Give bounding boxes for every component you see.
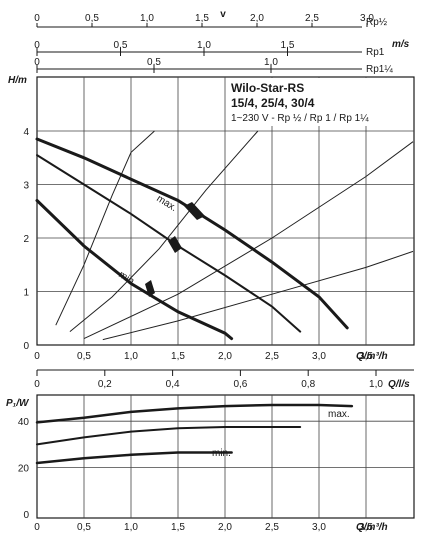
power-x-tick-label: 3,0 <box>312 522 326 533</box>
title-box <box>226 78 413 126</box>
system-curve-1 <box>69 130 259 332</box>
max-marker-icon <box>184 202 205 220</box>
power-x-tick-label: 1,0 <box>124 522 138 533</box>
power-x-tick-label: 0,5 <box>77 522 91 533</box>
velocity-tick-label: 0,5 <box>85 13 99 24</box>
velocity-tick-label: 3,0 <box>360 13 374 24</box>
power-x-tick-label: 2,0 <box>218 522 232 533</box>
velocity-tick-label: 1,0 <box>264 57 278 68</box>
power-max-label: max. <box>328 409 350 420</box>
velocity-scale-label: Rp1¼ <box>366 63 393 75</box>
power-y-tick-label: 20 <box>18 464 30 475</box>
head-x-tick-label: 2,0 <box>218 351 232 362</box>
head-y-tick-label: 2 <box>23 234 29 245</box>
power-x-tick-label: 2,5 <box>265 522 279 533</box>
velocity-tick-label: 2,0 <box>250 13 264 24</box>
velocity-title: v <box>220 9 226 20</box>
velocity-tick-label: 1,0 <box>140 13 154 24</box>
head-y-tick-label: 0 <box>23 341 29 352</box>
velocity-scale-label: Rp½ <box>366 17 388 28</box>
power-y-axis-label: P₁/W <box>6 398 30 409</box>
power-x-axis-label: Q/m³/h <box>356 522 388 533</box>
power-y-tick-label: 0 <box>23 510 29 521</box>
head-x-tick-label: 1,5 <box>171 351 185 362</box>
velocity-tick-label: 0 <box>34 40 40 51</box>
power-plot-frame <box>36 394 415 519</box>
min-marker-icon <box>145 280 155 297</box>
chart-title: Wilo-Star-RS <box>231 81 304 95</box>
system-curve-0 <box>55 130 155 326</box>
power-min-label: min. <box>212 448 231 459</box>
flow-ls-label: Q/l/s <box>388 379 410 390</box>
head-x-tick-label: 2,5 <box>265 351 279 362</box>
system-curve-3 <box>102 250 414 341</box>
flow-ls-tick-label: 0,6 <box>233 379 247 390</box>
system-curve-2 <box>83 141 414 340</box>
velocity-tick-label: 1,5 <box>195 13 209 24</box>
head-x-tick-label: 1,0 <box>124 351 138 362</box>
power-curve-2 <box>35 451 233 465</box>
power-curve-0 <box>35 403 354 424</box>
power-y-tick-label: 40 <box>18 417 30 428</box>
chart-spec: 1~230 V - Rp ½ / Rp 1 / Rp 1¼ <box>231 112 369 124</box>
velocity-scale-label: Rp1 <box>366 47 385 58</box>
power-x-tick-label: 0 <box>34 522 40 533</box>
head-y-tick-label: 3 <box>23 181 29 192</box>
velocity-tick-label: 1,5 <box>281 40 295 51</box>
head-y-tick-label: 1 <box>23 288 29 299</box>
velocity-tick-label: 0 <box>34 57 40 68</box>
velocity-tick-label: 0 <box>34 13 40 24</box>
velocity-tick-label: 0,5 <box>147 57 161 68</box>
mid-marker-icon <box>168 236 182 253</box>
head-y-axis-label: H/m <box>8 75 27 86</box>
flow-ls-tick-label: 0,2 <box>98 379 112 390</box>
head-x-axis-label: Q/m³/h <box>356 351 388 362</box>
head-curve-2 <box>35 199 234 341</box>
velocity-unit-label: m/s <box>392 39 410 50</box>
flow-ls-tick-label: 0,8 <box>301 379 315 390</box>
power-curve-1 <box>36 426 302 446</box>
flow-ls-tick-label: 0 <box>34 379 40 390</box>
chart-subtitle: 15/4, 25/4, 30/4 <box>231 96 315 110</box>
head-x-tick-label: 0,5 <box>77 351 91 362</box>
head-y-tick-label: 4 <box>23 127 29 138</box>
velocity-tick-label: 0,5 <box>114 40 128 51</box>
head-curve-0 <box>35 137 349 330</box>
flow-ls-tick-label: 1,0 <box>369 379 383 390</box>
head-x-tick-label: 3,0 <box>312 351 326 362</box>
head-plot-frame <box>36 76 415 346</box>
power-x-tick-label: 3,5 <box>359 522 373 533</box>
velocity-tick-label: 1,0 <box>197 40 211 51</box>
head-x-tick-label: 3,5 <box>359 351 373 362</box>
head-x-tick-label: 0 <box>34 351 40 362</box>
power-x-tick-label: 1,5 <box>171 522 185 533</box>
velocity-tick-label: 2,5 <box>305 13 319 24</box>
max-curve-label: max. <box>154 193 178 214</box>
flow-ls-tick-label: 0,4 <box>166 379 180 390</box>
